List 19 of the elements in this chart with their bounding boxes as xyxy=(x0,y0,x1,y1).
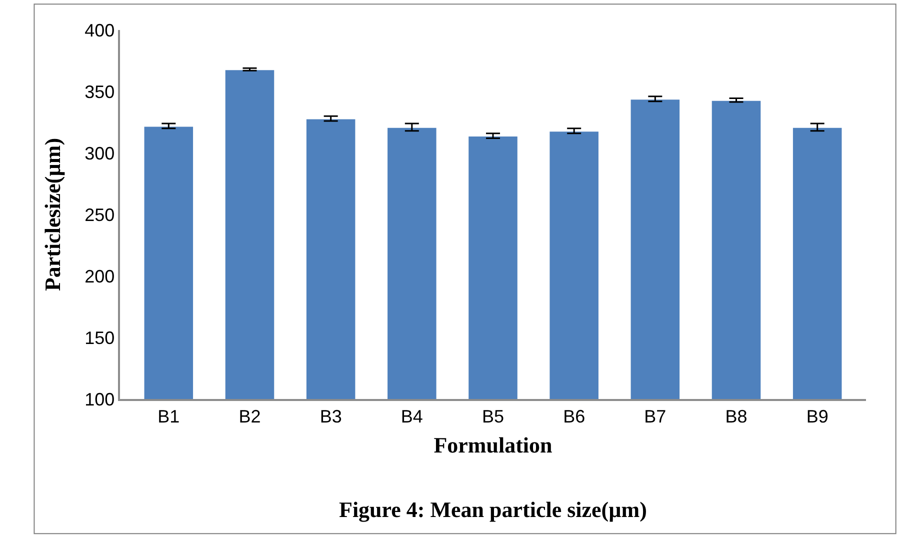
caption: Figure 4: Mean particle size(µm) xyxy=(339,497,647,522)
x-tick-label: B4 xyxy=(400,406,423,426)
y-axis-title: Particlesize(µm) xyxy=(40,138,65,292)
x-tick-label: B5 xyxy=(482,406,504,426)
x-tick-label: B3 xyxy=(320,406,342,426)
y-tick-label: 250 xyxy=(84,204,115,225)
y-tick-label: 400 xyxy=(84,20,115,40)
y-tick-label: 300 xyxy=(84,143,115,164)
y-tick-label: 100 xyxy=(84,389,115,410)
x-tick-label: B6 xyxy=(563,406,586,426)
y-tick-label: 150 xyxy=(84,328,115,348)
x-tick-label: B2 xyxy=(238,406,261,426)
y-tick-label: 200 xyxy=(84,266,115,286)
x-tick-label: B8 xyxy=(725,406,748,426)
x-tick-label: B9 xyxy=(806,406,828,426)
x-tick-label: B1 xyxy=(158,406,180,426)
y-tick-label: 350 xyxy=(84,82,115,102)
x-axis-title: Formulation xyxy=(434,432,552,458)
x-tick-label: B7 xyxy=(644,406,666,426)
